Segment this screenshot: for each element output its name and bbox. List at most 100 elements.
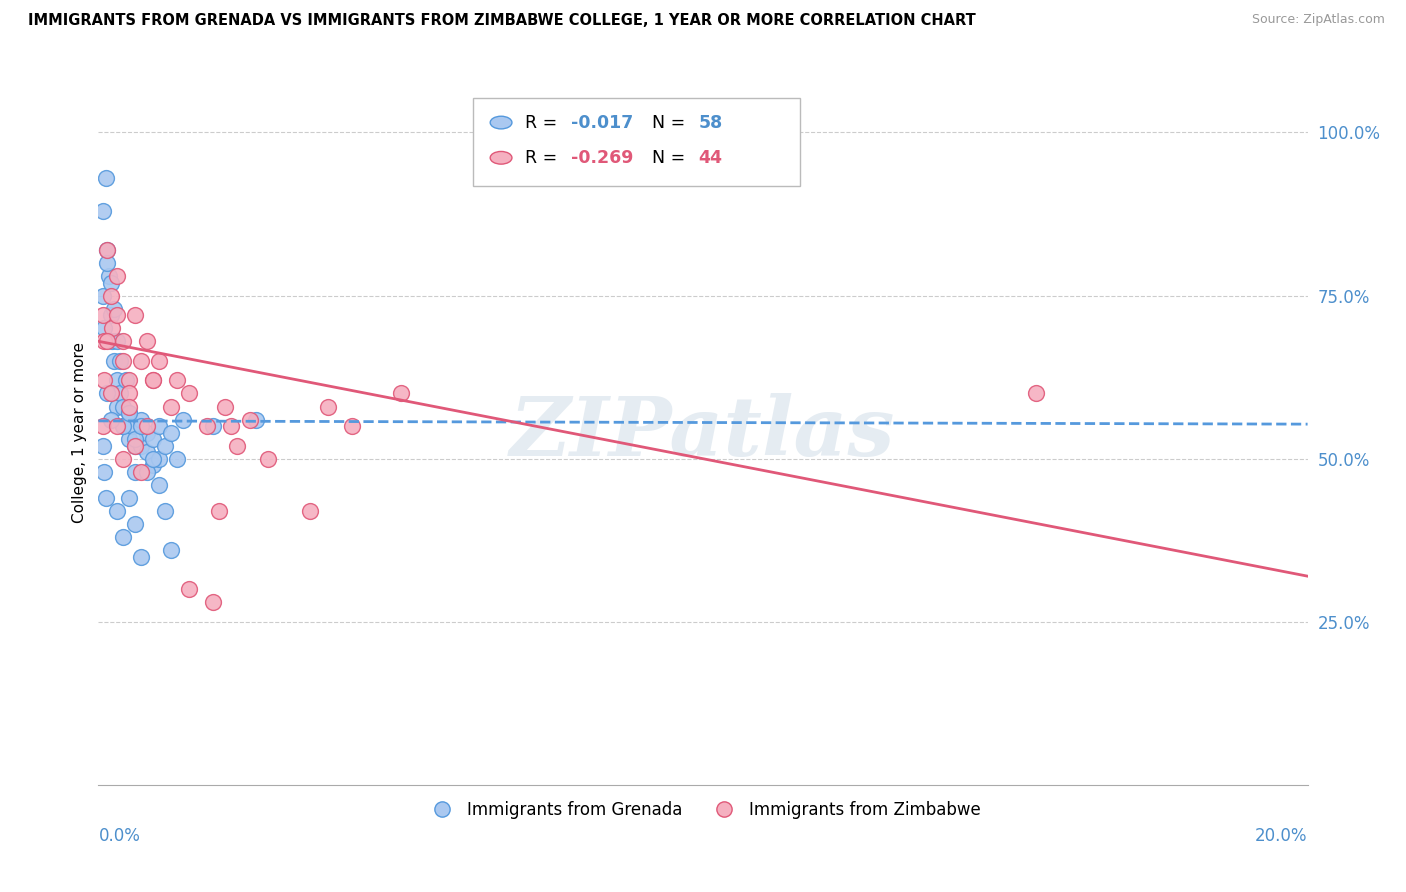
Point: [118, 406, 141, 420]
Point: [100, 412, 122, 426]
Point: [118, 406, 141, 420]
Point: [91, 419, 114, 434]
Point: [153, 504, 176, 518]
FancyBboxPatch shape: [474, 98, 800, 186]
Point: [103, 354, 125, 368]
Text: IMMIGRANTS FROM GRENADA VS IMMIGRANTS FROM ZIMBABWE COLLEGE, 1 YEAR OR MORE CORR: IMMIGRANTS FROM GRENADA VS IMMIGRANTS FR…: [28, 13, 976, 29]
Point: [299, 504, 322, 518]
Text: -0.269: -0.269: [571, 149, 634, 167]
Point: [105, 268, 128, 283]
Point: [195, 419, 218, 434]
Point: [160, 400, 183, 414]
Text: 0.0%: 0.0%: [98, 827, 141, 846]
Point: [91, 308, 114, 322]
Point: [124, 465, 146, 479]
Point: [96, 243, 118, 257]
Point: [142, 458, 165, 473]
Y-axis label: College, 1 year or more: College, 1 year or more: [72, 343, 87, 523]
Point: [1024, 386, 1046, 401]
Point: [118, 432, 141, 446]
Point: [124, 439, 146, 453]
Text: Source: ZipAtlas.com: Source: ZipAtlas.com: [1251, 13, 1385, 27]
Point: [111, 419, 134, 434]
Point: [103, 301, 125, 316]
Point: [179, 582, 201, 597]
Point: [100, 386, 122, 401]
Point: [148, 419, 170, 434]
Point: [93, 334, 115, 349]
Text: ZIPatlas: ZIPatlas: [510, 392, 896, 473]
Point: [118, 491, 141, 505]
Point: [93, 321, 115, 335]
Point: [111, 530, 134, 544]
Point: [124, 516, 146, 531]
Text: R =: R =: [526, 113, 562, 131]
Point: [111, 451, 134, 466]
Point: [100, 334, 122, 349]
Point: [129, 465, 152, 479]
Point: [105, 400, 128, 414]
Point: [153, 439, 176, 453]
Point: [118, 373, 141, 387]
Point: [100, 276, 122, 290]
Point: [108, 354, 131, 368]
Point: [121, 419, 143, 434]
Point: [94, 171, 117, 186]
Point: [129, 439, 152, 453]
Point: [108, 386, 131, 401]
Point: [96, 386, 118, 401]
Point: [245, 412, 267, 426]
Point: [96, 243, 118, 257]
Point: [148, 451, 170, 466]
Point: [172, 412, 194, 426]
Point: [91, 203, 114, 218]
Point: [148, 354, 170, 368]
Point: [208, 504, 231, 518]
Point: [148, 478, 170, 492]
Point: [96, 334, 118, 349]
Point: [124, 432, 146, 446]
Text: 44: 44: [699, 149, 723, 167]
Legend: Immigrants from Grenada, Immigrants from Zimbabwe: Immigrants from Grenada, Immigrants from…: [419, 795, 987, 826]
Point: [135, 334, 157, 349]
Point: [129, 354, 152, 368]
Point: [166, 451, 188, 466]
Point: [114, 373, 136, 387]
Point: [105, 308, 128, 322]
Point: [142, 373, 165, 387]
Point: [256, 451, 278, 466]
Point: [239, 412, 262, 426]
Circle shape: [491, 152, 512, 164]
Point: [135, 419, 157, 434]
Point: [118, 400, 141, 414]
Text: N =: N =: [652, 113, 690, 131]
Point: [111, 354, 134, 368]
Point: [160, 543, 183, 558]
Point: [111, 419, 134, 434]
Point: [124, 439, 146, 453]
Point: [135, 425, 157, 440]
Point: [221, 419, 243, 434]
Text: N =: N =: [652, 149, 690, 167]
Point: [129, 549, 152, 564]
Point: [96, 256, 118, 270]
Text: 58: 58: [699, 113, 723, 131]
Text: R =: R =: [526, 149, 562, 167]
Point: [214, 400, 236, 414]
Point: [100, 288, 122, 302]
Point: [160, 425, 183, 440]
Point: [105, 373, 128, 387]
Text: 20.0%: 20.0%: [1256, 827, 1308, 846]
Point: [389, 386, 412, 401]
Point: [98, 268, 121, 283]
Point: [135, 465, 157, 479]
Point: [105, 334, 128, 349]
Point: [91, 288, 114, 302]
Text: -0.017: -0.017: [571, 113, 634, 131]
Point: [111, 400, 134, 414]
Point: [105, 419, 128, 434]
Point: [129, 419, 152, 434]
Point: [142, 432, 165, 446]
Point: [135, 445, 157, 459]
Point: [179, 386, 201, 401]
